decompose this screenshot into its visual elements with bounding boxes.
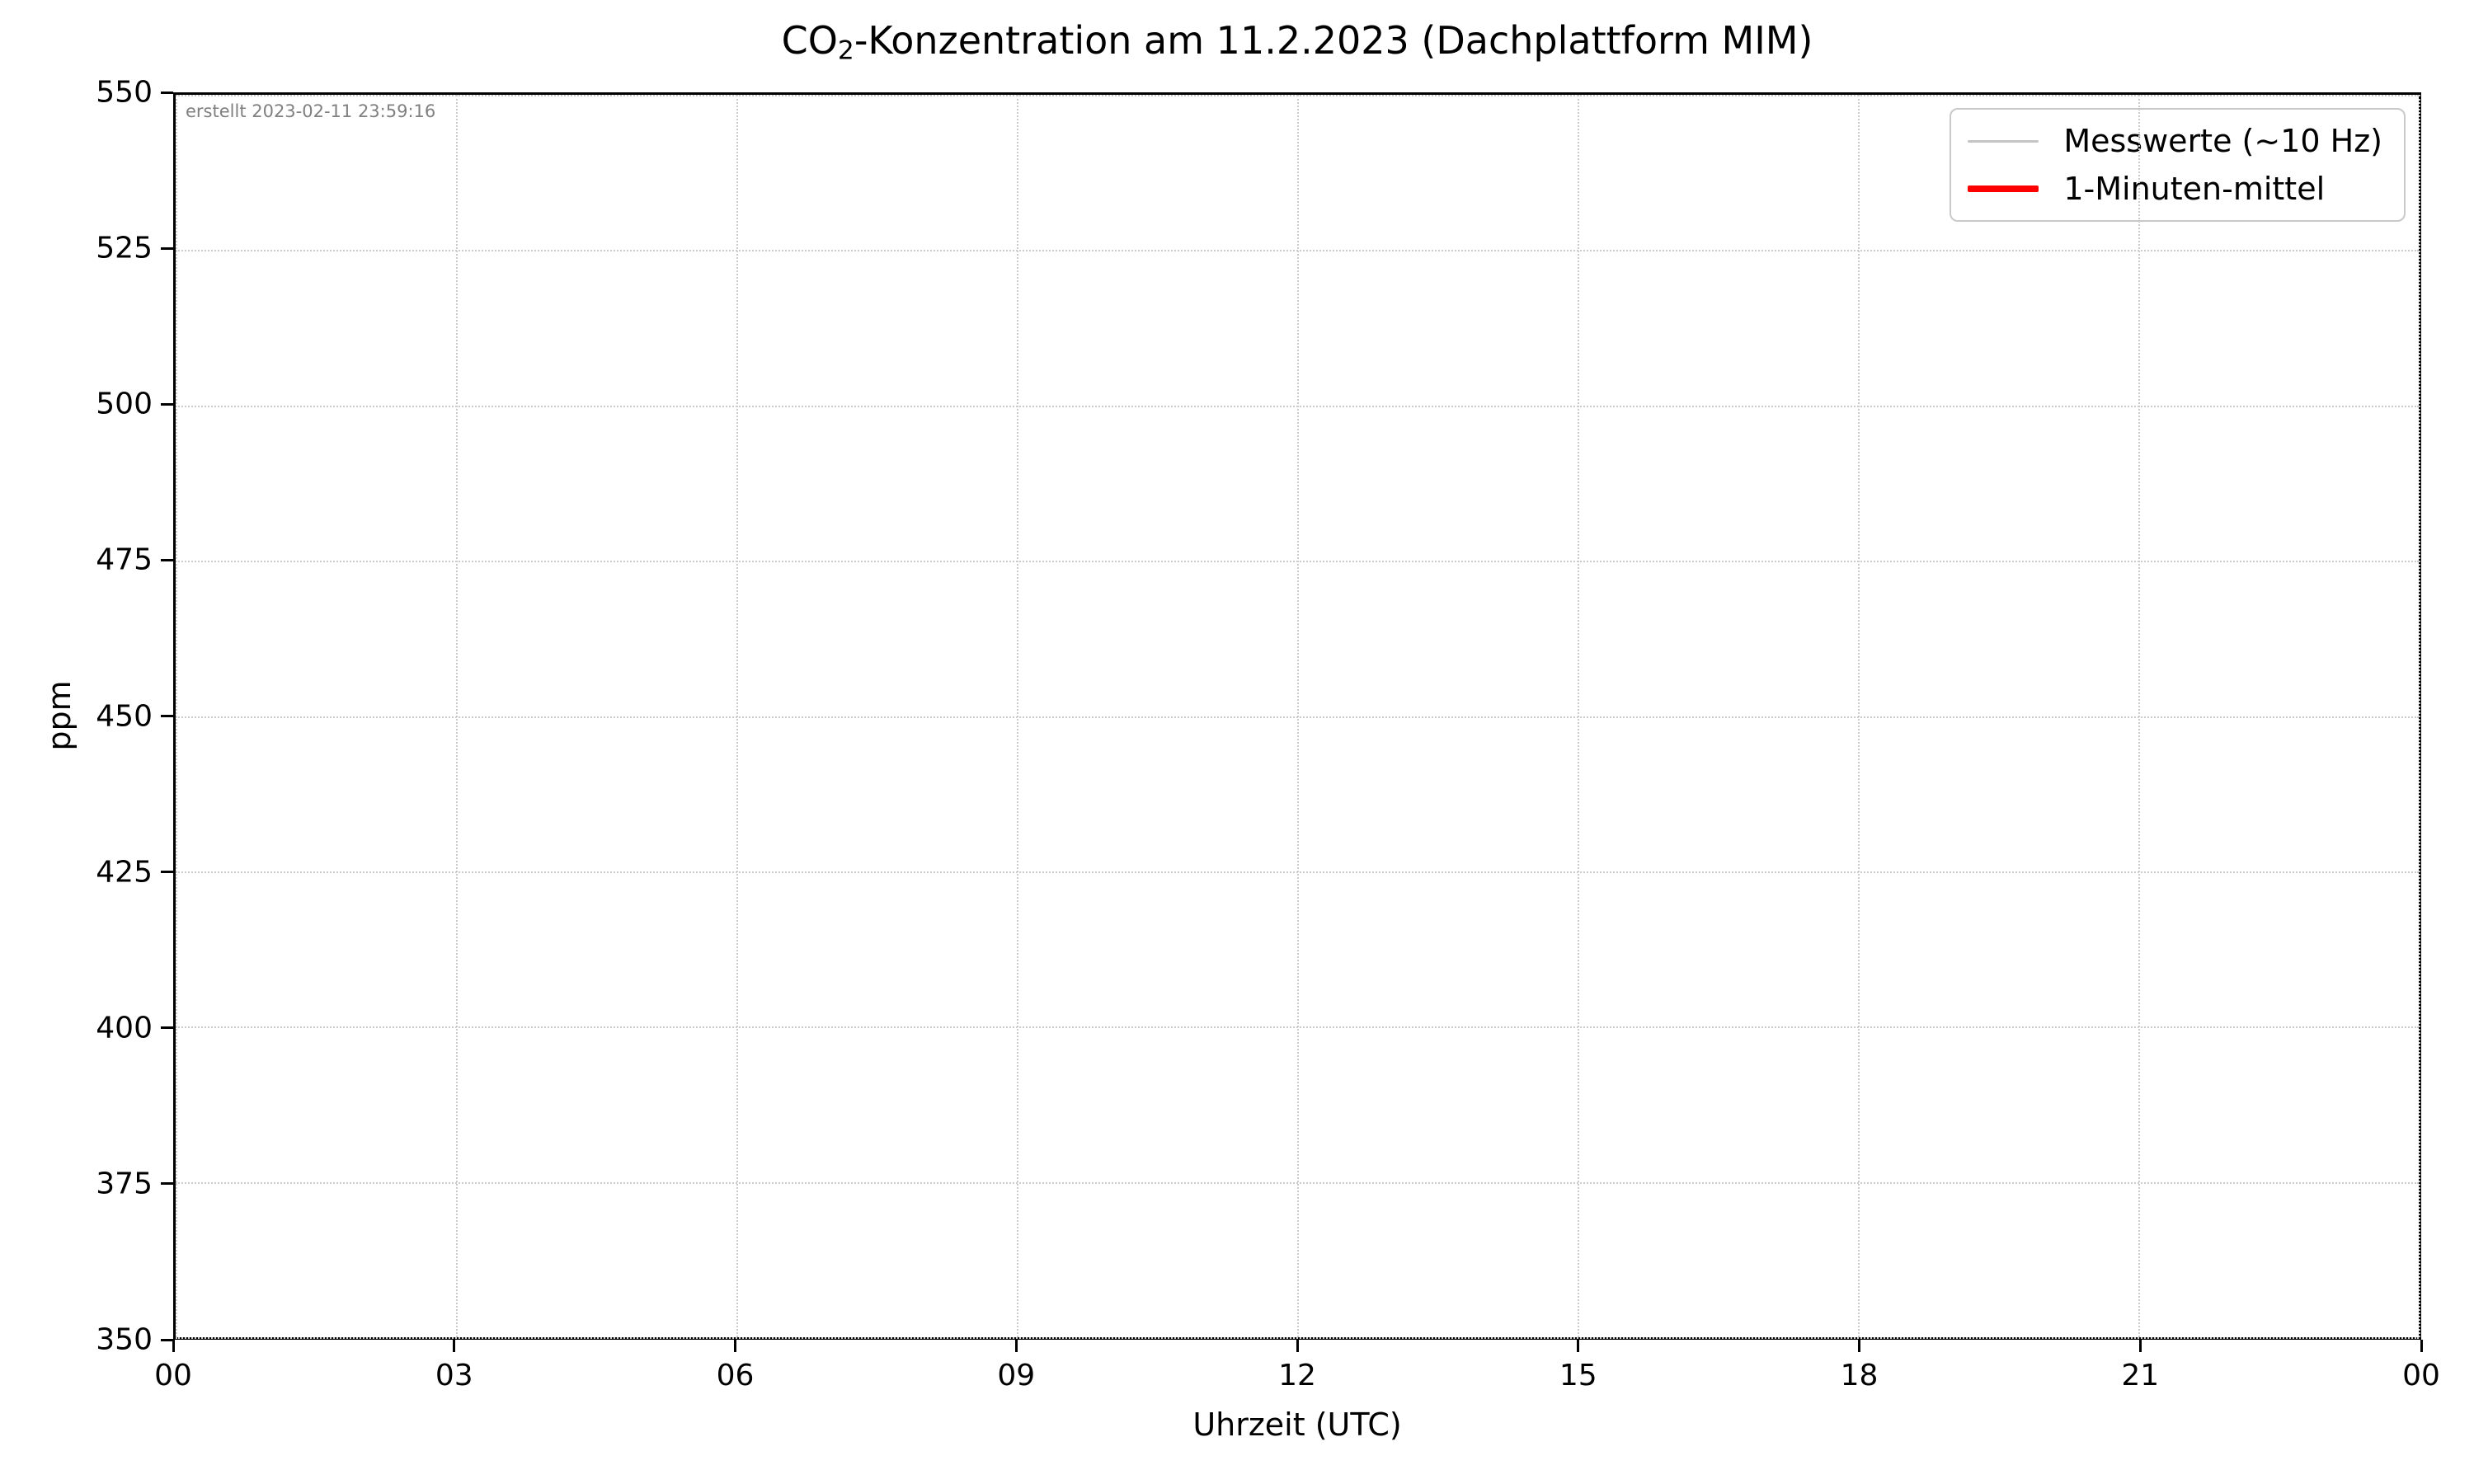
y-tick-label: 500	[96, 387, 153, 421]
x-tick-mark	[1577, 1340, 1580, 1352]
legend: Messwerte (~10 Hz) 1-Minuten-mittel	[1950, 108, 2406, 222]
y-tick-mark	[161, 247, 173, 250]
legend-entry-label: Messwerte (~10 Hz)	[2063, 123, 2382, 159]
gridline-horizontal	[176, 561, 2419, 563]
gridline-horizontal	[176, 1337, 2419, 1339]
x-tick-mark	[1014, 1340, 1018, 1352]
x-tick-label: 18	[1840, 1359, 1879, 1392]
chart-title-suffix: -Konzentration am 11.2.2023 (Dachplattfo…	[854, 18, 1813, 63]
x-tick-mark	[734, 1340, 736, 1352]
x-tick-label: 06	[716, 1359, 755, 1392]
created-timestamp: erstellt 2023-02-11 23:59:16	[186, 101, 436, 121]
x-tick-mark	[172, 1340, 175, 1352]
gridline-horizontal	[176, 405, 2419, 407]
y-tick-mark	[161, 91, 173, 94]
y-tick-mark	[161, 1026, 173, 1030]
x-tick-mark	[453, 1340, 456, 1352]
x-tick-mark	[2420, 1340, 2423, 1352]
y-tick-label: 450	[96, 699, 153, 733]
plot-area: erstellt 2023-02-11 23:59:16 Messwerte (…	[173, 92, 2421, 1340]
x-tick-label: 21	[2121, 1359, 2160, 1392]
x-tick-mark	[1296, 1340, 1299, 1352]
y-tick-mark	[161, 1182, 173, 1186]
chart-title: CO2-Konzentration am 11.2.2023 (Dachplat…	[173, 18, 2421, 65]
x-axis-label: Uhrzeit (UTC)	[1192, 1407, 1402, 1443]
x-tick-label: 12	[1278, 1359, 1316, 1392]
x-tick-label: 09	[997, 1359, 1036, 1392]
y-tick-label: 475	[96, 542, 153, 577]
gridline-horizontal	[176, 95, 2419, 96]
y-tick-mark	[161, 1338, 173, 1341]
x-tick-label: 00	[2402, 1359, 2440, 1392]
y-tick-label: 350	[96, 1322, 153, 1357]
legend-line-sample	[1968, 186, 2039, 192]
y-tick-label: 425	[96, 855, 153, 890]
y-tick-label: 375	[96, 1167, 153, 1201]
legend-entry: Messwerte (~10 Hz)	[1968, 123, 2382, 159]
gridline-horizontal	[176, 1181, 2419, 1184]
y-tick-label: 400	[96, 1011, 153, 1045]
legend-entry: 1-Minuten-mittel	[1968, 171, 2382, 207]
x-tick-label: 03	[435, 1359, 473, 1392]
x-tick-label: 00	[154, 1359, 192, 1392]
gridline-horizontal	[176, 1026, 2419, 1029]
gridline-horizontal	[176, 871, 2419, 873]
y-tick-label: 550	[96, 75, 153, 110]
legend-entry-label: 1-Minuten-mittel	[2063, 171, 2326, 207]
y-tick-mark	[161, 402, 173, 406]
y-tick-label: 525	[96, 231, 153, 265]
gridline-horizontal	[176, 716, 2419, 718]
legend-line-sample	[1968, 139, 2039, 143]
y-tick-mark	[161, 715, 173, 717]
chart-title-subscript: 2	[837, 35, 854, 66]
gridline-vertical	[2419, 95, 2420, 1337]
x-tick-mark	[2138, 1340, 2142, 1352]
gridline-horizontal	[176, 250, 2419, 252]
y-tick-mark	[161, 558, 173, 561]
x-tick-label: 15	[1559, 1359, 1597, 1392]
y-tick-mark	[161, 871, 173, 874]
chart-title-prefix: CO	[781, 18, 838, 63]
x-tick-mark	[1858, 1340, 1860, 1352]
